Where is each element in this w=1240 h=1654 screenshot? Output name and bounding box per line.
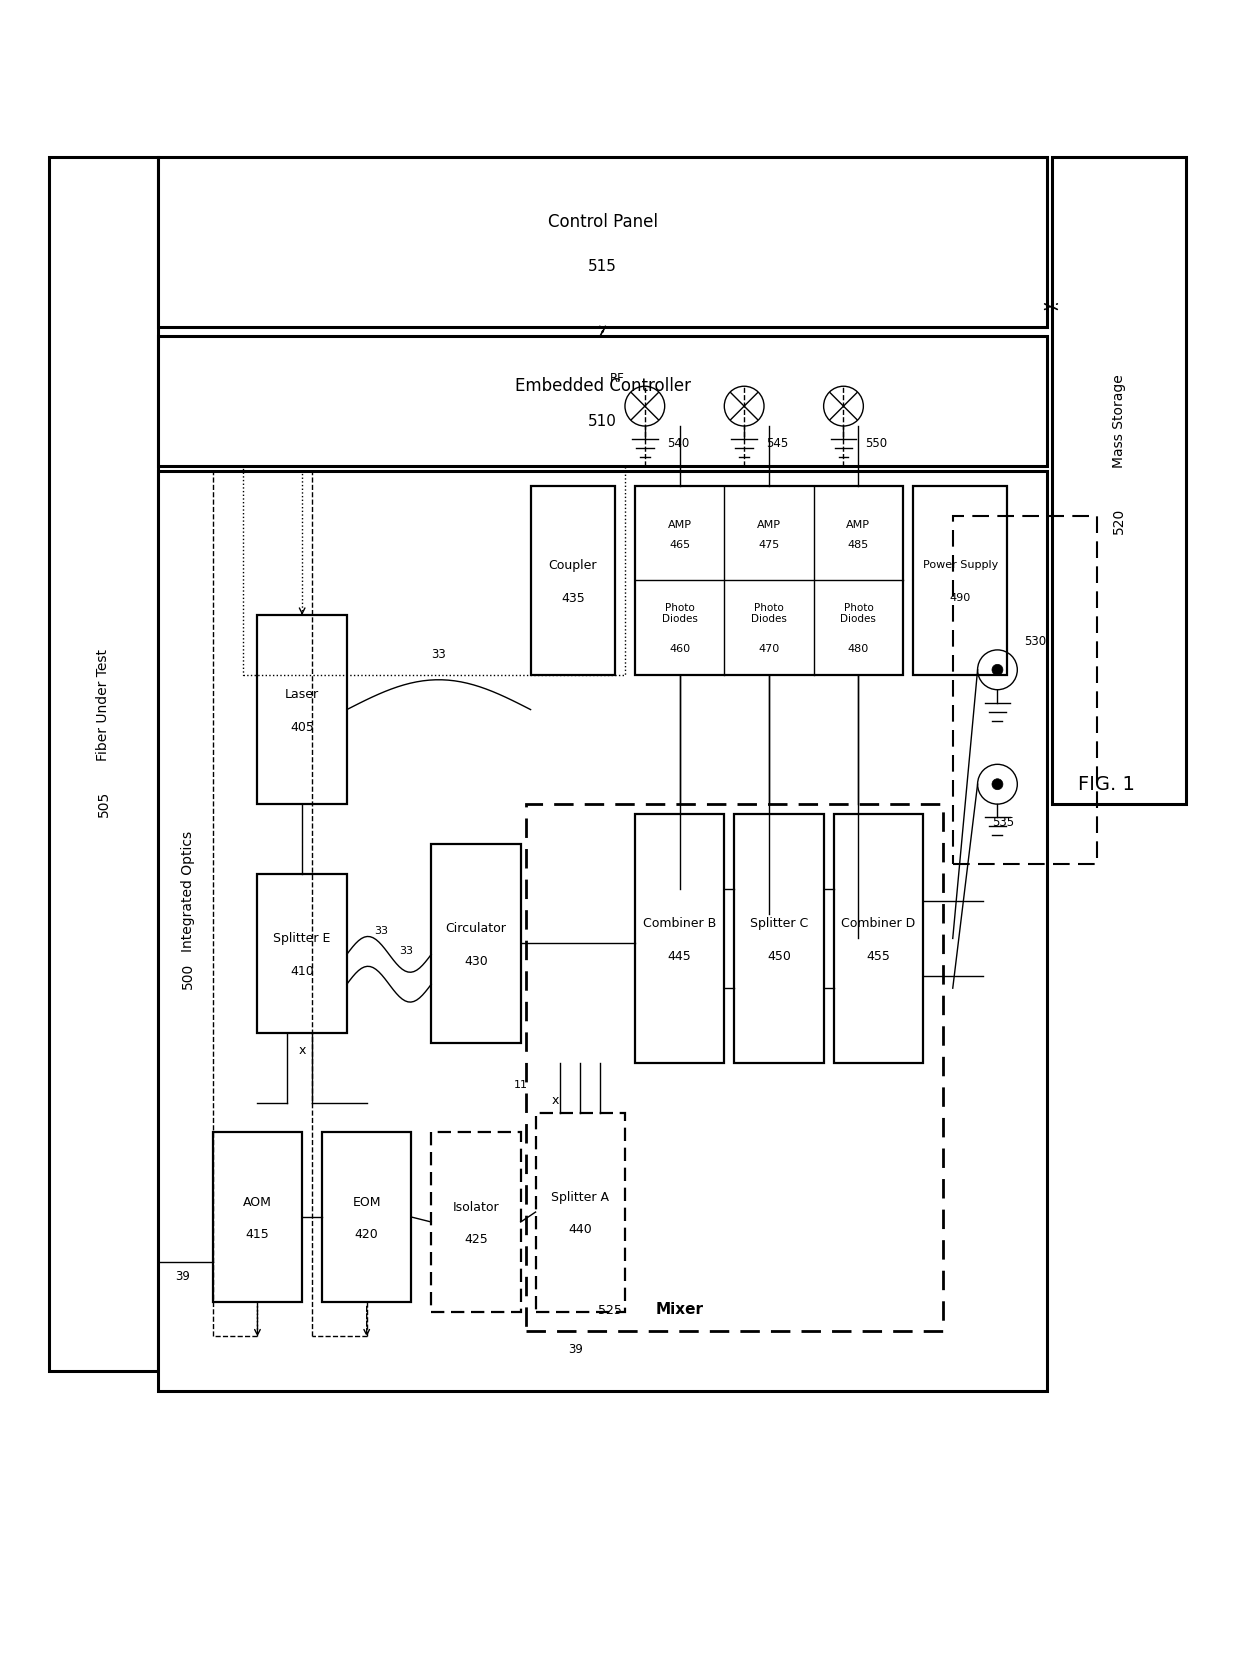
Text: 535: 535 [992, 815, 1014, 829]
Text: 460: 460 [670, 645, 691, 655]
Text: 540: 540 [667, 437, 689, 450]
Text: RF: RF [610, 372, 625, 385]
Text: EOM: EOM [352, 1196, 381, 1209]
Text: AOM: AOM [243, 1196, 272, 1209]
Text: 520: 520 [1112, 508, 1126, 534]
Text: 465: 465 [670, 539, 691, 549]
Text: 33: 33 [432, 648, 446, 662]
Text: 33: 33 [399, 946, 413, 956]
Text: AMP: AMP [847, 519, 870, 529]
Text: x: x [299, 1044, 306, 1057]
Text: Splitter E: Splitter E [274, 931, 331, 944]
Text: 415: 415 [246, 1229, 269, 1242]
Text: 445: 445 [667, 949, 692, 963]
Text: Coupler: Coupler [548, 559, 598, 572]
Text: 490: 490 [950, 594, 971, 604]
Text: 410: 410 [290, 964, 314, 978]
Text: 435: 435 [560, 592, 585, 605]
Bar [213, 1133, 303, 1302]
Text: 430: 430 [464, 954, 487, 968]
Text: Mass Storage: Mass Storage [1112, 374, 1126, 468]
Text: Control Panel: Control Panel [548, 213, 657, 232]
Bar [531, 486, 615, 675]
Text: 545: 545 [766, 437, 789, 450]
Bar [159, 471, 1047, 1391]
Text: 550: 550 [866, 437, 888, 450]
Text: Isolator: Isolator [453, 1201, 500, 1214]
Bar [526, 804, 942, 1331]
Bar [635, 486, 903, 675]
Bar [432, 844, 521, 1044]
Text: 525: 525 [598, 1303, 622, 1317]
Bar [952, 516, 1096, 863]
Text: Embedded Controller: Embedded Controller [515, 377, 691, 395]
Bar [536, 1113, 625, 1312]
Bar [159, 336, 1047, 466]
Text: 515: 515 [588, 260, 618, 275]
Text: 485: 485 [848, 539, 869, 549]
Circle shape [992, 779, 1003, 789]
Text: 39: 39 [176, 1270, 191, 1284]
Text: Power Supply: Power Supply [923, 561, 998, 571]
Text: AMP: AMP [667, 519, 692, 529]
Text: Splitter C: Splitter C [750, 916, 808, 930]
Bar [322, 1133, 412, 1302]
Text: AMP: AMP [756, 519, 781, 529]
Bar [432, 1133, 521, 1312]
Bar [159, 157, 1047, 326]
Text: 480: 480 [848, 645, 869, 655]
Bar [258, 615, 347, 804]
Text: Fiber Under Test: Fiber Under Test [97, 648, 110, 761]
Text: 470: 470 [759, 645, 780, 655]
Bar [833, 814, 923, 1064]
Text: Photo
Diodes: Photo Diodes [751, 602, 787, 624]
Bar [734, 814, 823, 1064]
Bar [258, 873, 347, 1034]
Text: Combiner D: Combiner D [841, 916, 915, 930]
Text: 450: 450 [768, 949, 791, 963]
Text: 425: 425 [464, 1234, 487, 1247]
Text: 510: 510 [588, 414, 618, 428]
Text: FIG. 1: FIG. 1 [1079, 774, 1135, 794]
Text: Photo
Diodes: Photo Diodes [841, 602, 877, 624]
Text: Combiner B: Combiner B [644, 916, 717, 930]
Circle shape [992, 665, 1003, 675]
Text: 11: 11 [513, 1080, 528, 1090]
Text: 475: 475 [759, 539, 780, 549]
Text: 33: 33 [374, 926, 388, 936]
Text: x: x [552, 1093, 559, 1107]
Bar [913, 486, 1007, 675]
Text: 440: 440 [568, 1224, 593, 1237]
Bar [1052, 157, 1187, 804]
Text: Photo
Diodes: Photo Diodes [662, 602, 698, 624]
Text: Mixer: Mixer [656, 1302, 703, 1317]
Text: 39: 39 [568, 1343, 583, 1356]
Text: Integrated Optics: Integrated Optics [181, 830, 195, 951]
Bar [48, 157, 159, 1371]
Text: Laser: Laser [285, 688, 319, 701]
Text: Circulator: Circulator [445, 921, 506, 935]
Text: 505: 505 [97, 791, 110, 817]
Text: 530: 530 [1024, 635, 1047, 648]
Text: 455: 455 [867, 949, 890, 963]
Text: 420: 420 [355, 1229, 378, 1242]
Bar [635, 814, 724, 1064]
Bar [243, 466, 625, 675]
Text: 500: 500 [181, 963, 195, 989]
Text: 405: 405 [290, 721, 314, 734]
Text: Splitter A: Splitter A [552, 1191, 609, 1204]
